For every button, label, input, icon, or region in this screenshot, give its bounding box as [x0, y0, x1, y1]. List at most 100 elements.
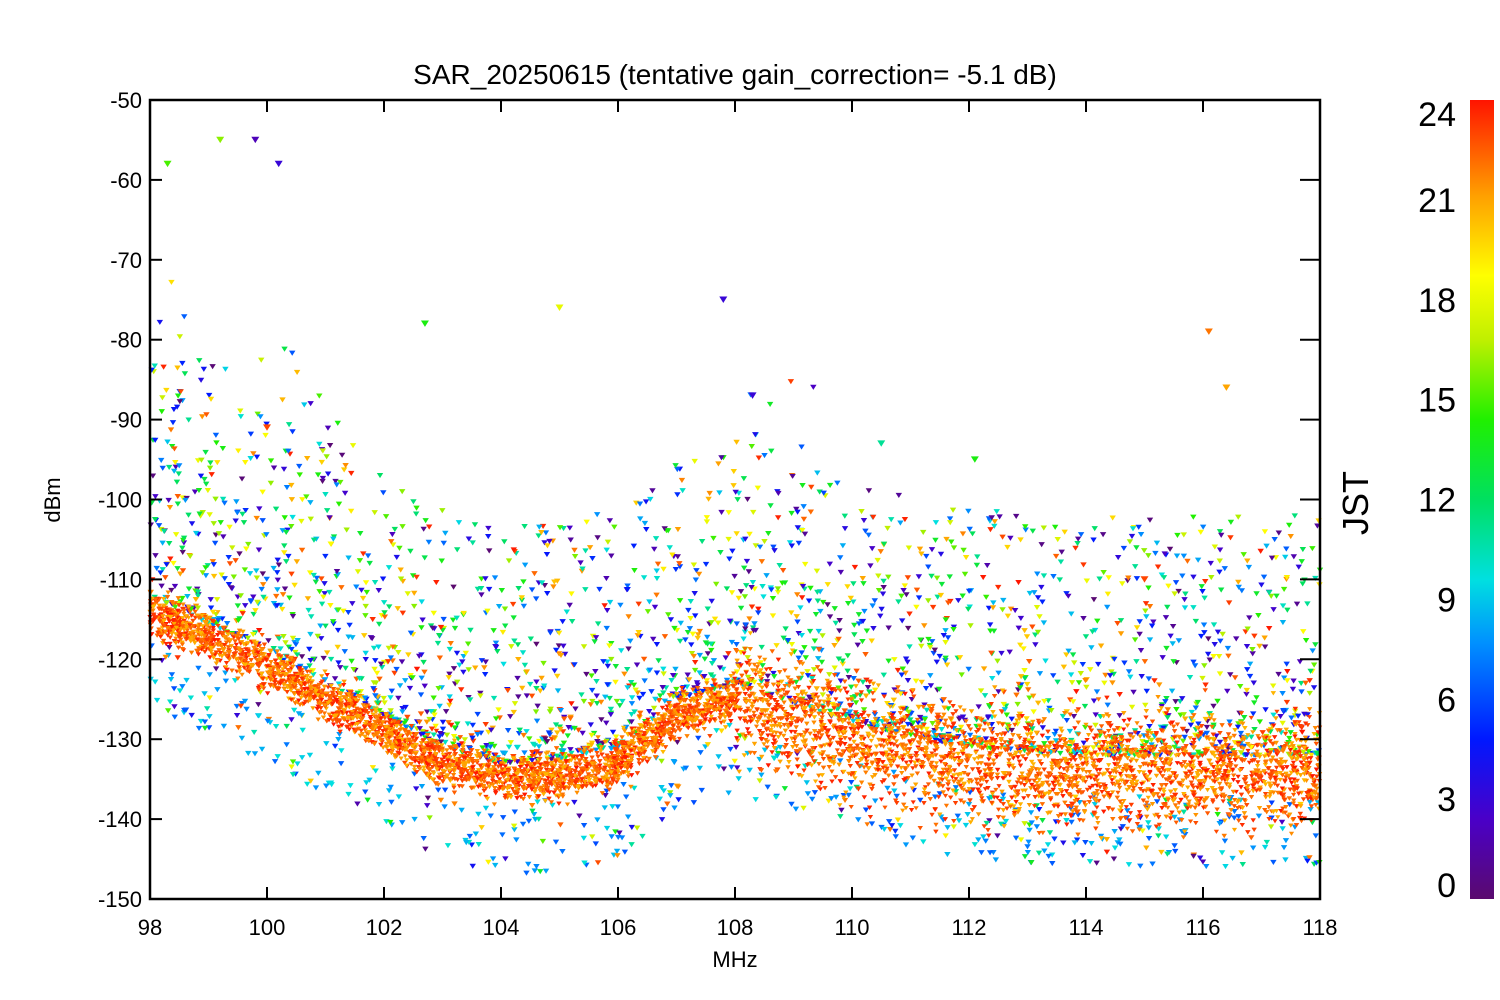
scatter-point — [598, 717, 605, 723]
scatter-point — [902, 656, 910, 662]
scatter-point — [866, 679, 873, 685]
scatter-point — [288, 717, 295, 723]
scatter-point — [820, 490, 827, 496]
scatter-point — [752, 432, 759, 438]
scatter-point — [925, 564, 932, 570]
scatter-point — [322, 553, 329, 560]
scatter-point — [245, 750, 252, 756]
scatter-point — [426, 716, 433, 723]
scatter-point — [1175, 588, 1182, 595]
scatter-point — [1101, 680, 1108, 686]
scatter-point — [932, 520, 940, 526]
scatter-point — [567, 747, 574, 753]
scatter-point — [548, 727, 555, 733]
scatter-point — [718, 728, 725, 734]
scatter-point — [323, 650, 331, 656]
scatter-point — [1279, 826, 1286, 832]
scatter-point — [1277, 713, 1284, 720]
scatter-point — [949, 507, 957, 513]
scatter-point — [716, 490, 723, 496]
scatter-point — [1181, 597, 1188, 603]
scatter-point — [810, 667, 818, 673]
scatter-point — [386, 711, 394, 717]
scatter-point — [568, 619, 576, 625]
scatter-point — [388, 688, 396, 694]
scatter-point — [346, 622, 353, 628]
scatter-point — [422, 846, 429, 852]
scatter-point — [1162, 834, 1170, 840]
scatter-point — [436, 734, 443, 740]
scatter-point — [273, 593, 280, 599]
scatter-point — [554, 730, 561, 736]
scatter-point — [533, 641, 540, 647]
scatter-point — [1091, 526, 1098, 532]
scatter-point — [257, 689, 264, 695]
scatter-point — [819, 692, 826, 698]
scatter-point — [442, 530, 449, 536]
scatter-point — [925, 730, 932, 736]
scatter-point — [1225, 600, 1233, 606]
scatter-point — [315, 770, 322, 776]
scatter-point — [551, 579, 558, 585]
scatter-point — [528, 757, 536, 764]
scatter-point — [288, 764, 295, 770]
scatter-point — [381, 614, 389, 620]
scatter-point — [660, 788, 667, 794]
scatter-point — [253, 454, 261, 460]
scatter-point — [1039, 817, 1046, 824]
scatter-point — [416, 726, 424, 732]
scatter-point — [715, 764, 723, 770]
scatter-point — [1170, 659, 1177, 665]
scatter-point — [515, 730, 523, 737]
scatter-point — [1044, 842, 1052, 848]
scatter-point — [171, 583, 179, 589]
scatter-point — [1284, 668, 1291, 675]
scatter-point — [991, 523, 998, 529]
scatter-point — [945, 600, 952, 606]
scatter-point — [1275, 671, 1282, 678]
scatter-point — [1218, 850, 1226, 856]
scatter-point — [1248, 835, 1255, 841]
scatter-point — [1233, 636, 1240, 642]
scatter-point — [655, 658, 662, 664]
scatter-point — [751, 621, 758, 627]
scatter-point — [616, 703, 624, 709]
scatter-point — [855, 612, 863, 618]
scatter-point — [934, 594, 941, 600]
scatter-point — [641, 678, 648, 684]
scatter-point — [397, 576, 405, 582]
scatter-point — [814, 656, 822, 662]
scatter-point — [685, 607, 692, 614]
scatter-point — [172, 464, 179, 470]
scatter-point — [442, 739, 449, 746]
scatter-point — [1143, 614, 1150, 620]
scatter-point — [1309, 820, 1316, 826]
scatter-point — [900, 588, 907, 594]
scatter-point — [628, 824, 636, 830]
scatter-point — [1060, 664, 1068, 670]
scatter-point — [232, 558, 239, 564]
scatter-point — [529, 749, 536, 755]
scatter-point — [1117, 841, 1124, 847]
scatter-point — [1038, 542, 1045, 548]
scatter-point — [774, 586, 782, 592]
scatter-point — [331, 743, 339, 749]
scatter-point — [282, 529, 290, 536]
scatter-point — [1300, 629, 1307, 635]
scatter-point — [877, 613, 884, 619]
scatter-point — [158, 527, 165, 533]
scatter-point — [835, 685, 842, 691]
scatter-point — [568, 591, 575, 597]
scatter-point — [322, 623, 329, 629]
scatter-point — [1131, 637, 1139, 643]
scatter-point — [794, 525, 802, 531]
scatter-point — [385, 565, 393, 571]
scatter-point — [319, 478, 326, 484]
scatter-point — [581, 749, 588, 755]
scatter-point — [1168, 688, 1176, 694]
scatter-point — [174, 566, 181, 572]
scatter-point — [1155, 826, 1162, 832]
scatter-point — [1118, 737, 1125, 743]
scatter-point — [1035, 806, 1043, 813]
scatter-point — [1164, 851, 1171, 857]
